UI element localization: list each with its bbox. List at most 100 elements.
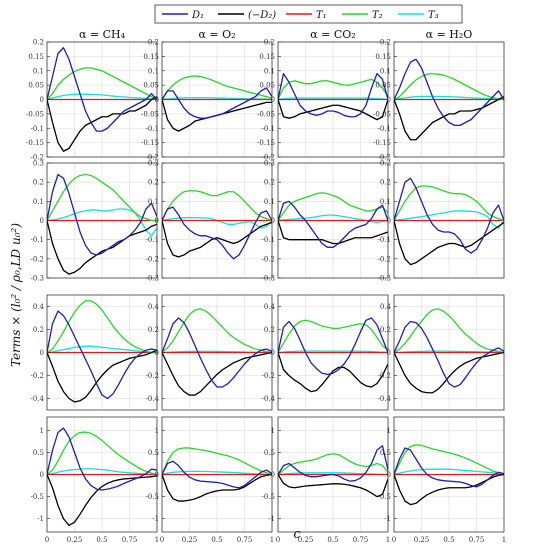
y-tick-label: -1 — [384, 515, 391, 523]
y-tick-label: 0 — [155, 349, 159, 357]
x-tick-label: 0.25 — [414, 536, 430, 544]
y-tick-label: -0.2 — [262, 372, 276, 380]
series-T3-CH4-row-3 — [47, 468, 157, 476]
y-axis-label: Terms × (l₀² / ρ₀,LD u₀²) — [9, 223, 23, 367]
column-title-1: α = O₂ — [198, 28, 235, 41]
y-tick-label: 0.4 — [264, 303, 276, 311]
y-tick-label: -0.1 — [146, 236, 160, 244]
y-tick-label: -0.05 — [26, 110, 44, 118]
y-tick-label: 0.15 — [143, 53, 159, 61]
x-tick-label: 0 — [160, 536, 164, 544]
y-tick-label: 0.2 — [33, 326, 44, 334]
panel-O2-row-2: 0.4 0.2 0 -0.2 -0.4 — [146, 294, 273, 411]
column-titles: α = CH₄ α = O₂ α = CO₂ α = H₂O — [79, 28, 472, 41]
series-T3-H2O-row-1 — [394, 210, 504, 229]
y-tick-label: 0.05 — [143, 82, 159, 90]
y-tick-label: 0.5 — [148, 449, 159, 457]
y-tick-label: -0.2 — [146, 255, 160, 263]
y-tick-label: -0.1 — [262, 125, 276, 133]
y-tick-label: 0.05 — [375, 82, 391, 90]
panel-H2O-row-2: 0.4 0.2 0 -0.2 -0.4 — [378, 294, 505, 411]
y-tick-label: 0.2 — [264, 39, 275, 47]
y-tick-label: 0.1 — [380, 67, 391, 75]
y-tick-label: -0.2 — [262, 154, 276, 162]
x-tick-label: 0 — [276, 536, 280, 544]
y-tick-label: -0.2 — [378, 154, 392, 162]
series-T3-CH4-row-2 — [47, 345, 157, 354]
y-tick-label: 0.4 — [33, 303, 45, 311]
y-tick-label: 0.3 — [148, 160, 159, 168]
y-tick-label: 0 — [40, 217, 44, 225]
series-D1-CH4-row-3 — [47, 427, 157, 491]
series-D1-CO2-row-3 — [278, 445, 388, 482]
y-tick-label: 0 — [155, 96, 159, 104]
series-T2-H2O-row-0 — [394, 72, 504, 101]
series-D1-CO2-row-0 — [278, 72, 388, 118]
series-T2-CH4-row-0 — [47, 67, 157, 101]
series-D2-CH4-row-2 — [47, 349, 157, 403]
series-D1-O2-row-0 — [162, 87, 272, 119]
series-T3-H2O-row-0 — [394, 95, 504, 101]
y-tick-label: 0 — [40, 471, 44, 479]
series-D1-CO2-row-2 — [278, 317, 388, 375]
y-tick-label: -0.2 — [146, 154, 160, 162]
y-tick-label: 0.2 — [148, 326, 159, 334]
y-tick-label: -0.4 — [146, 395, 160, 403]
y-tick-label: 0 — [387, 471, 391, 479]
panel-H2O-row-3: 1 0.5 0 -0.5 -1 0 0.25 0.5 0.75 1 — [378, 416, 506, 544]
legend: D₁ (−D₂) T₁ T₂ T₃ — [154, 4, 463, 24]
series-D1-CH4-row-1 — [47, 173, 157, 256]
y-tick-label: 0.3 — [33, 160, 44, 168]
x-tick-label: 1 — [386, 536, 390, 544]
panel-CH4-row-0: 0.2 0.15 0.1 0.05 0 -0.05 -0.1 -0.15 -0.2 — [26, 39, 158, 162]
series-D1-CO2-row-1 — [278, 200, 388, 248]
y-tick-label: -0.3 — [146, 275, 160, 283]
y-tick-label: -0.4 — [378, 395, 392, 403]
y-tick-label: -0.5 — [31, 493, 45, 501]
y-tick-label: -0.4 — [31, 395, 45, 403]
y-tick-label: -0.1 — [146, 125, 160, 133]
legend-label-T3: T₃ — [428, 10, 439, 21]
x-tick-label: 0.75 — [122, 536, 138, 544]
y-tick-label: 0.5 — [380, 449, 391, 457]
y-tick-label: 0.2 — [148, 39, 159, 47]
y-tick-label: 0.2 — [380, 326, 391, 334]
y-tick-label: 0.15 — [375, 53, 391, 61]
x-tick-label: 0 — [392, 536, 396, 544]
panels-grid: 0.2 0.15 0.1 0.05 0 -0.05 -0.1 -0.15 -0.2 0.2 0.15… — [26, 39, 506, 545]
y-tick-label: -0.2 — [146, 372, 160, 380]
panel-CO2-row-1: 0.3 0.2 0.1 0 -0.1 -0.2 -0.3 — [262, 160, 389, 283]
x-tick-label: 0.5 — [211, 536, 222, 544]
legend-label-T2: T₂ — [372, 10, 383, 21]
panel-H2O-row-0: 0.2 0.15 0.1 0.05 0 -0.05 -0.1 -0.15 -0.2 — [373, 39, 505, 162]
series-T2-CH4-row-1 — [47, 173, 157, 222]
series-D2-O2-row-3 — [162, 473, 272, 502]
column-title-2: α = CO₂ — [310, 28, 355, 41]
series-T2-H2O-row-2 — [394, 308, 504, 354]
y-tick-label: 0.15 — [259, 53, 275, 61]
series-T2-CO2-row-1 — [278, 192, 388, 221]
y-tick-label: 0.1 — [33, 67, 44, 75]
y-tick-label: -1 — [268, 515, 275, 523]
y-tick-label: 0.1 — [148, 198, 159, 206]
y-tick-label: -0.4 — [262, 395, 276, 403]
x-tick-label: 0.5 — [327, 536, 338, 544]
series-D1-O2-row-2 — [162, 317, 272, 388]
y-tick-label: -0.2 — [378, 255, 392, 263]
y-tick-label: 0.2 — [148, 179, 159, 187]
y-tick-label: 0.1 — [148, 67, 159, 75]
x-tick-label: 0.5 — [443, 536, 454, 544]
y-tick-label: -0.1 — [378, 236, 392, 244]
x-axis-label: c — [293, 527, 301, 542]
series-T3-CH4-row-1 — [47, 208, 157, 237]
panel-CO2-row-3: 1 0.5 0 -0.5 -1 0 0.25 0.5 0.75 1 — [262, 416, 390, 544]
y-tick-label: -0.15 — [257, 139, 275, 147]
series-T2-O2-row-3 — [162, 447, 272, 476]
series-D2-O2-row-2 — [162, 351, 272, 396]
series-T3-H2O-row-3 — [394, 468, 504, 476]
y-tick-label: 0.2 — [380, 39, 391, 47]
series-D2-CO2-row-3 — [278, 474, 388, 498]
x-tick-label: 1 — [270, 536, 274, 544]
y-tick-label: 0 — [40, 349, 44, 357]
series-T2-H2O-row-3 — [394, 444, 504, 476]
